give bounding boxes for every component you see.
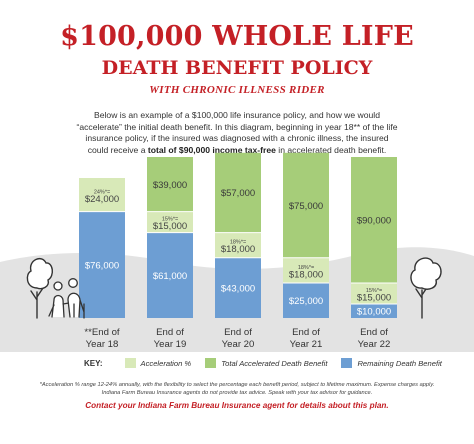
- bar-acceleration: [351, 283, 397, 304]
- bar-acceleration: [79, 178, 125, 212]
- bar-acceleration: [283, 257, 329, 283]
- page-title-line2: DEATH BENEFIT POLICY: [101, 57, 373, 79]
- x-tick-label-line1: End of: [224, 327, 252, 338]
- data-label-acceleration-pct: 18%*=: [230, 240, 246, 246]
- data-label-total-accelerated: $57,000: [221, 188, 255, 199]
- intro-text-end: in accelerated death benefit.: [275, 144, 387, 155]
- legend-item-accelerated-benefit: Total Accelerated Death Benefit: [205, 358, 327, 368]
- legend-swatch-acceleration: [124, 358, 136, 368]
- tree-left-icon: [26, 257, 53, 319]
- data-label-acceleration: $18,000: [289, 269, 323, 280]
- x-tick-label-line1: End of: [156, 327, 184, 338]
- bar-acceleration: [147, 211, 193, 233]
- data-label-acceleration-pct: 15%*=: [162, 217, 178, 223]
- bar-remaining: [283, 283, 329, 318]
- data-label-acceleration: $15,000: [357, 293, 391, 304]
- intro-text: Below is an example of a $100,000 life i…: [76, 110, 398, 155]
- tree-right-icon: [410, 257, 442, 319]
- data-label-remaining: $61,000: [153, 271, 187, 282]
- legend-item-remaining-benefit: Remaining Death Benefit: [341, 358, 442, 368]
- legend-swatch-accelerated-benefit: [205, 358, 217, 368]
- chart-bars: $76,00024%*=$24,000$61,00015%*=$15,000$3…: [79, 152, 397, 318]
- x-tick-label-line1: **End of: [84, 327, 120, 338]
- data-label-acceleration: $24,000: [85, 194, 119, 205]
- data-label-remaining: $76,000: [85, 260, 119, 271]
- ground-base: [0, 318, 474, 352]
- bar-total-accelerated: [283, 152, 329, 258]
- data-label-remaining: $25,000: [289, 296, 323, 307]
- legend-label-accelerated-benefit: Total Accelerated Death Benefit: [221, 358, 328, 368]
- data-label-remaining: $10,000: [357, 307, 391, 318]
- contact-cta: Contact your Indiana Farm Bureau Insuran…: [85, 401, 389, 410]
- intro-paragraph: Below is an example of a $100,000 life i…: [74, 110, 400, 156]
- x-tick-label-line1: End of: [292, 327, 320, 338]
- footnote-line-2: Indiana Farm Bureau Insurance agents do …: [101, 390, 373, 396]
- legend-label-acceleration: Acceleration %: [140, 358, 192, 368]
- page-title: $100,000 WHOLE LIFE: [60, 21, 414, 52]
- bar-remaining: [351, 304, 397, 318]
- chart-legend: KEY: Acceleration % Total Accelerated De…: [84, 358, 456, 368]
- data-label-acceleration: $15,000: [153, 221, 187, 232]
- data-label-acceleration-pct: 24%*=: [94, 189, 110, 195]
- x-tick-label-line2: Year 22: [358, 339, 391, 350]
- bar-remaining: [215, 257, 261, 318]
- data-label-remaining: $43,000: [221, 283, 255, 294]
- footnote-line-1: *Acceleration % range 12-24% annually, w…: [39, 382, 435, 388]
- bar-total-accelerated: [215, 152, 261, 233]
- legend-key-label: KEY:: [84, 358, 103, 368]
- bar-remaining: [79, 211, 125, 318]
- bar-acceleration: [215, 232, 261, 258]
- data-label-total-accelerated: $39,000: [153, 180, 187, 191]
- legend-swatch-remaining-benefit: [341, 358, 353, 368]
- scenery: [26, 257, 442, 319]
- bar-remaining: [147, 232, 193, 318]
- bar-total-accelerated: [147, 157, 193, 212]
- data-label-total-accelerated: $75,000: [289, 201, 323, 212]
- data-label-acceleration-pct: 15%*=: [366, 288, 382, 294]
- bar-total-accelerated: [351, 157, 397, 283]
- data-label-acceleration-pct: 18%*=: [298, 265, 314, 271]
- intro-highlight: total of $90,000 income tax-free: [147, 144, 276, 155]
- x-tick-label-line2: Year 21: [290, 339, 323, 350]
- data-label-total-accelerated: $90,000: [357, 216, 391, 227]
- x-tick-label-line2: Year 18: [86, 339, 119, 350]
- page-subtitle: WITH CHRONIC ILLNESS RIDER: [149, 84, 325, 96]
- legend-label-remaining-benefit: Remaining Death Benefit: [357, 358, 442, 368]
- couple-icon: [48, 278, 85, 319]
- x-tick-label-line1: End of: [360, 327, 388, 338]
- footnote: *Acceleration % range 12-24% annually, w…: [30, 381, 444, 397]
- legend-item-acceleration: Acceleration %: [124, 358, 192, 368]
- x-tick-label-line2: Year 19: [154, 339, 187, 350]
- data-label-acceleration: $18,000: [221, 244, 255, 255]
- x-tick-label-line2: Year 20: [222, 339, 255, 350]
